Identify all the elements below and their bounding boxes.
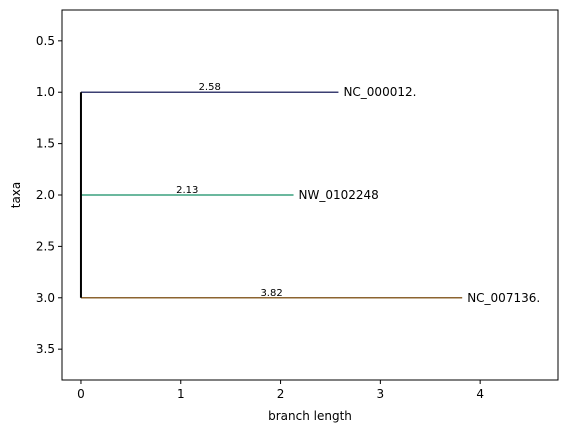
y-tick-label: 2.5 [36, 239, 55, 253]
y-tick-label: 2.0 [36, 188, 55, 202]
x-axis-ticks: 0 1 2 3 4 [77, 380, 484, 401]
taxon-label: NC_007136. [467, 291, 540, 305]
x-tick-label: 1 [177, 387, 185, 401]
x-tick-label: 4 [476, 387, 484, 401]
x-tick-label: 3 [377, 387, 385, 401]
y-tick-label: 1.5 [36, 137, 55, 151]
y-axis-ticks: 0.5 1.0 1.5 2.0 2.5 3.0 3.5 [36, 34, 62, 356]
taxon-label: NW_0102248 [299, 188, 379, 202]
x-tick-label: 0 [77, 387, 85, 401]
x-axis-label: branch length [268, 409, 352, 423]
taxon-label: NC_000012. [343, 85, 416, 99]
y-tick-label: 0.5 [36, 34, 55, 48]
y-axis-label: taxa [9, 182, 23, 209]
branch-length-label: 2.13 [176, 185, 198, 196]
x-tick-label: 2 [277, 387, 285, 401]
y-tick-label: 1.0 [36, 85, 55, 99]
plot-frame [61, 9, 559, 381]
tree-marks: 2.58 NC_000012. 2.13 NW_0102248 3.82 NC_00713… [79, 82, 540, 305]
branch-length-label: 2.58 [199, 82, 221, 93]
y-tick-label: 3.5 [36, 342, 55, 356]
y-tick-label: 3.0 [36, 291, 55, 305]
branch-length-label: 3.82 [260, 288, 282, 299]
